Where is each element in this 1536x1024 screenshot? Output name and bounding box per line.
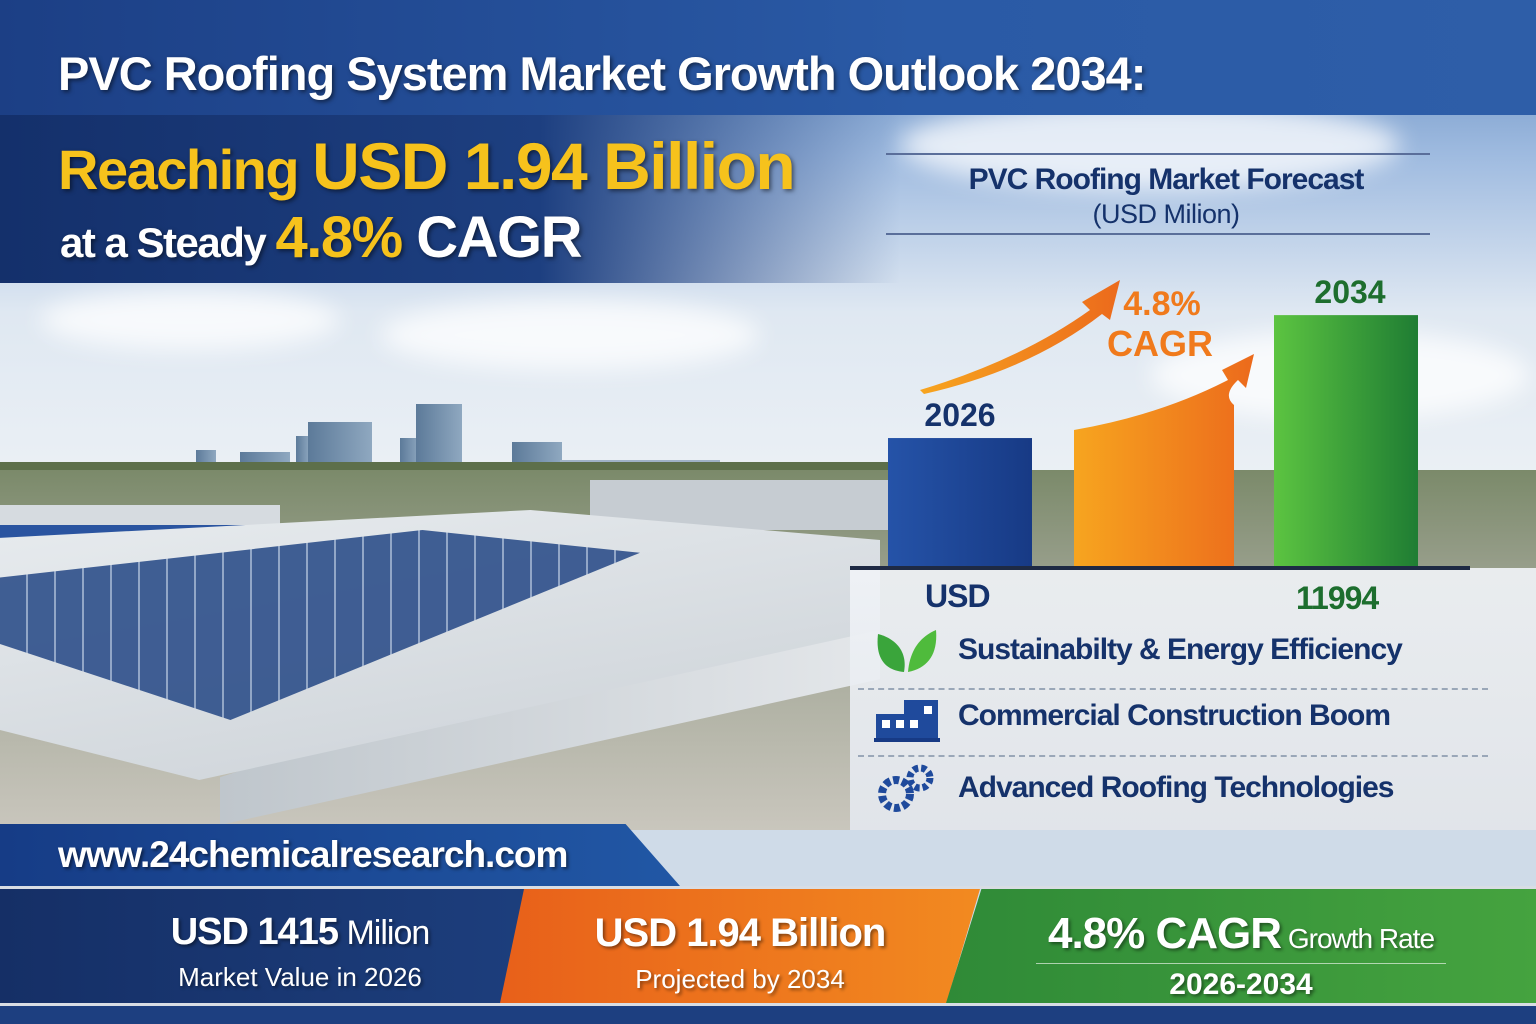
cagr-label: CAGR (401, 205, 582, 270)
divider (886, 233, 1430, 235)
stat-value: 4.8% CAGR (1047, 909, 1282, 958)
subheadline: at a Steady 4.8% CAGR (60, 204, 583, 271)
cagr-value: 4.8% (275, 205, 403, 270)
driver-label: Commercial Construction Boom (958, 699, 1391, 732)
stat-value: USD 1415 (170, 911, 339, 953)
drivers-panel (850, 568, 1536, 830)
url-band (0, 824, 680, 886)
leaf-icon (874, 624, 940, 678)
divider (858, 688, 1488, 690)
divider (858, 755, 1488, 757)
gears-icon (874, 760, 940, 814)
stat-value: USD 1.94 Billion (594, 911, 887, 955)
bar-2026 (888, 438, 1032, 568)
chart-title: PVC Roofing Market Forecast (968, 163, 1365, 196)
website-link[interactable]: www.24chemicalresearch.com (58, 834, 568, 875)
driver-label: Advanced Roofing Technologies (958, 771, 1394, 804)
headline-value: USD 1.94 Billion (312, 129, 796, 203)
stat-unit: Milion (338, 914, 430, 952)
chart-subtitle: (USD Milion) (1092, 199, 1240, 229)
factory-icon (874, 692, 940, 746)
forecast-chart: 2026 2034 4.8% CAGR (850, 274, 1470, 570)
city-skyline (0, 370, 900, 480)
stat-caption: Market Value in 2026 (178, 962, 422, 992)
annotation-label: CAGR (1107, 323, 1213, 364)
divider (1036, 963, 1446, 964)
category-label: 2034 (1314, 274, 1385, 310)
stat-cagr: 4.8% CAGR Growth Rate 2026-2034 (946, 889, 1536, 1003)
footer-strip (0, 1006, 1536, 1024)
stats-bar: USD 1415 Milion Market Value in 2026 USD… (0, 886, 1536, 1006)
bar-label-2034: 11994 (1296, 580, 1379, 616)
stat-caption: 2026-2034 (1169, 968, 1313, 1001)
title-band (0, 0, 1536, 115)
stat-projection: USD 1.94 Billion Projected by 2034 (500, 889, 980, 1003)
stat-caption: Projected by 2034 (635, 964, 845, 994)
page-title: PVC Roofing System Market Growth Outlook… (58, 47, 1146, 100)
bar-label-2026: USD (925, 578, 991, 614)
annotation-rate: 4.8% (1123, 285, 1201, 323)
stat-unit: Growth Rate (1281, 923, 1435, 954)
headline-band (0, 115, 900, 283)
category-label: 2026 (924, 397, 995, 433)
headline-prefix: Reaching (58, 138, 313, 201)
growth-arrow-icon (920, 280, 1120, 394)
subheadline-prefix: at a Steady (60, 219, 276, 266)
divider (886, 153, 1430, 155)
headline: Reaching USD 1.94 Billion (58, 128, 796, 204)
bar-2034 (1274, 315, 1418, 568)
stat-market-value: USD 1415 Milion Market Value in 2026 (0, 889, 560, 1003)
growth-bar-arrow (1074, 354, 1254, 568)
driver-label: Sustainabilty & Energy Efficiency (958, 633, 1403, 666)
